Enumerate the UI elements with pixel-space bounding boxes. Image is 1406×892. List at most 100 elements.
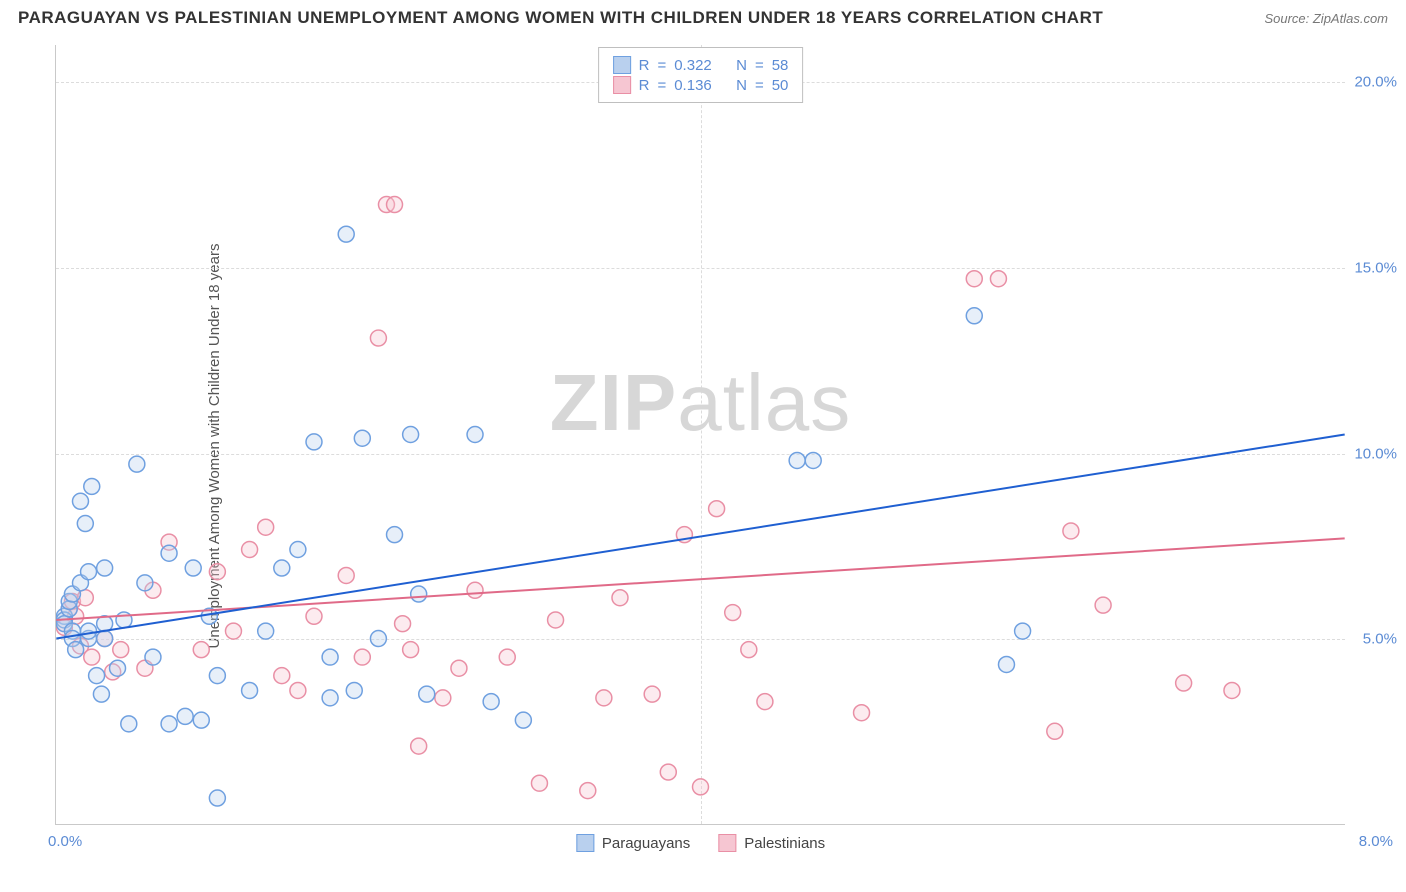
scatter-point [419,686,435,702]
scatter-point [596,690,612,706]
scatter-point [77,516,93,532]
legend-row-paraguayans: R = 0.322 N = 58 [613,56,789,74]
scatter-point [693,779,709,795]
chart-title: PARAGUAYAN VS PALESTINIAN UNEMPLOYMENT A… [18,8,1103,28]
scatter-point [97,631,113,647]
scatter-point [274,560,290,576]
scatter-point [854,705,870,721]
scatter-point [370,330,386,346]
source-label: Source: ZipAtlas.com [1264,11,1388,26]
legend-label-palestinians: Palestinians [744,835,825,852]
legend-item-palestinians: Palestinians [718,834,825,852]
scatter-point [84,649,100,665]
scatter-point [84,478,100,494]
scatter-point [121,716,137,732]
scatter-point [113,642,129,658]
scatter-point [193,712,209,728]
scatter-point [81,623,97,639]
scatter-point [411,586,427,602]
eq-label-4: = [755,77,764,94]
ytick-label: 15.0% [1354,259,1397,276]
plot-area: ZIPatlas R = 0.322 N = 58 R = 0.136 N [55,45,1345,825]
n-value-paraguayans: 58 [772,57,789,74]
scatter-point [499,649,515,665]
plot-svg [56,45,1345,824]
scatter-point [644,686,660,702]
swatch-paraguayans [613,56,631,74]
eq-label: = [657,57,666,74]
scatter-point [1224,682,1240,698]
scatter-point [1015,623,1031,639]
scatter-point [209,790,225,806]
scatter-point [290,542,306,558]
scatter-point [467,427,483,443]
ytick-label: 20.0% [1354,74,1397,91]
scatter-point [346,682,362,698]
r-label: R [639,57,650,74]
legend-label-paraguayans: Paraguayans [602,835,690,852]
scatter-point [387,527,403,543]
scatter-point [89,668,105,684]
scatter-point [660,764,676,780]
scatter-point [515,712,531,728]
scatter-point [435,690,451,706]
scatter-point [81,564,97,580]
scatter-point [387,197,403,213]
scatter-point [580,783,596,799]
ytick-label: 10.0% [1354,445,1397,462]
scatter-point [209,668,225,684]
scatter-point [209,564,225,580]
scatter-point [225,623,241,639]
correlation-legend: R = 0.322 N = 58 R = 0.136 N = 50 [598,47,804,103]
scatter-point [789,452,805,468]
r-value-palestinians: 0.136 [674,77,712,94]
scatter-point [1063,523,1079,539]
scatter-point [966,308,982,324]
xtick-max: 8.0% [1359,833,1393,850]
n-label-2: N [736,77,747,94]
scatter-point [274,668,290,684]
scatter-point [483,694,499,710]
scatter-point [185,560,201,576]
scatter-point [306,434,322,450]
scatter-point [411,738,427,754]
eq-label-2: = [755,57,764,74]
scatter-point [322,649,338,665]
scatter-point [1095,597,1111,613]
scatter-point [137,575,153,591]
scatter-point [709,501,725,517]
scatter-point [242,542,258,558]
scatter-point [290,682,306,698]
scatter-point [548,612,564,628]
scatter-point [338,567,354,583]
scatter-point [242,682,258,698]
swatch-palestinians [613,76,631,94]
scatter-point [990,271,1006,287]
scatter-point [725,605,741,621]
n-value-palestinians: 50 [772,77,789,94]
scatter-point [403,642,419,658]
xtick-min: 0.0% [48,833,82,850]
scatter-point [306,608,322,624]
series-legend: Paraguayans Palestinians [576,834,825,852]
ytick-label: 5.0% [1363,631,1397,648]
scatter-point [161,716,177,732]
eq-label-3: = [657,77,666,94]
scatter-point [395,616,411,632]
scatter-point [741,642,757,658]
scatter-point [177,708,193,724]
scatter-point [612,590,628,606]
scatter-point [338,226,354,242]
scatter-point [531,775,547,791]
scatter-point [370,631,386,647]
r-label-2: R [639,77,650,94]
scatter-point [805,452,821,468]
scatter-point [193,642,209,658]
scatter-point [68,642,84,658]
title-bar: PARAGUAYAN VS PALESTINIAN UNEMPLOYMENT A… [0,0,1406,32]
trend-line [56,435,1344,639]
scatter-point [1176,675,1192,691]
legend-row-palestinians: R = 0.136 N = 50 [613,76,789,94]
swatch-paraguayans-2 [576,834,594,852]
scatter-point [467,582,483,598]
